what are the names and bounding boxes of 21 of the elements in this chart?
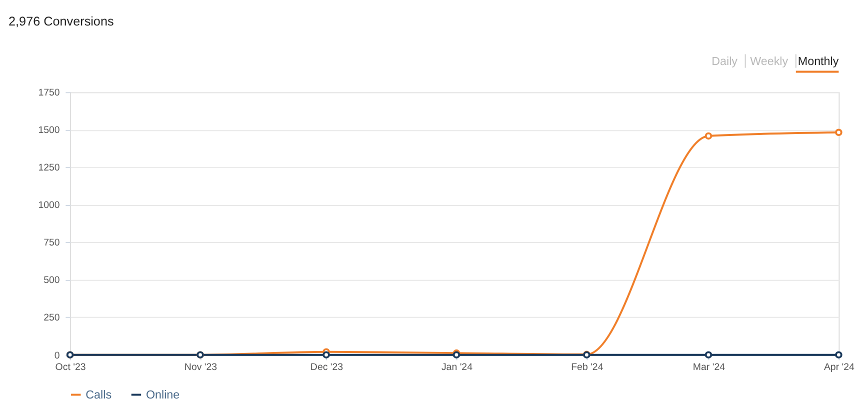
- y-tick-label: 750: [44, 238, 60, 249]
- text: Monthly: [798, 54, 839, 68]
- x-tick-label: Nov '23: [184, 362, 218, 373]
- y-tick-label: 1750: [38, 88, 60, 99]
- x-tick-label: Mar '24: [692, 362, 726, 373]
- text: Daily: [712, 54, 738, 68]
- y-tick-label: 250: [44, 312, 60, 324]
- chart-title: 2,976 Conversions: [8, 14, 114, 28]
- y-tick-label: 1250: [38, 162, 60, 174]
- x-tick-label: Oct '23: [55, 362, 86, 373]
- legend-label: Online: [146, 388, 180, 402]
- x-tick-label: Feb '24: [571, 362, 604, 373]
- x-tick-label: Dec '23: [310, 362, 344, 373]
- y-tick-label: 1500: [38, 125, 60, 136]
- x-tick-label: Jan '24: [441, 362, 474, 373]
- y-tick-label: 1000: [38, 200, 60, 212]
- x-tick-label: Apr '24: [824, 362, 856, 373]
- text: Weekly: [750, 54, 788, 68]
- y-tick-label: 0: [54, 350, 60, 362]
- y-tick-label: 500: [44, 275, 60, 286]
- legend-label: Calls: [86, 388, 112, 402]
